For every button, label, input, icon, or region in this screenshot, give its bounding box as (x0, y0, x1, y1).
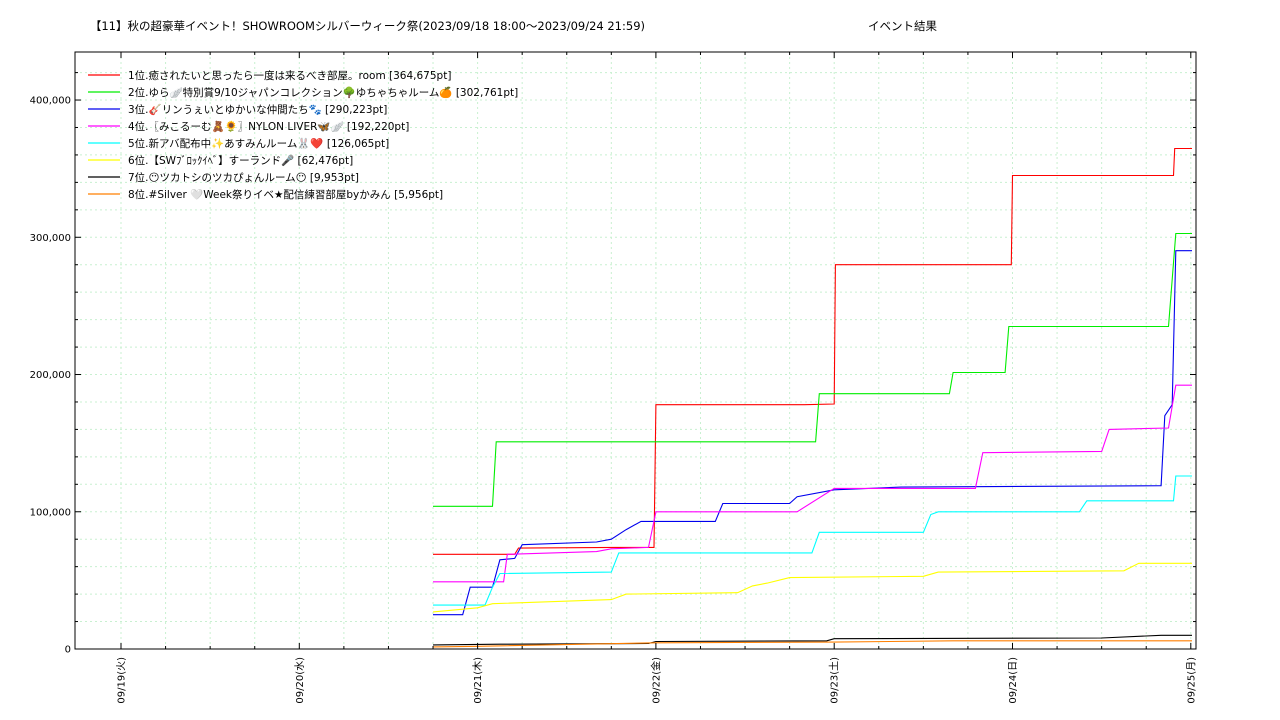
legend-entry-2: 2位.ゆら🪽特別賞9/10ジャパンコレクション🌳ゆちゃちゃルーム🍊 [302,7… (128, 86, 518, 99)
x-tick-label: 09/22(金) (649, 657, 662, 704)
series-line-1 (433, 147, 1192, 555)
legend-entry-5: 5位.新アバ配布中✨あすみんルーム🐰❤️ [126,065pt] (128, 137, 389, 150)
legend: 1位.癒されたいと思ったら一度は来るべき部屋。room [364,675pt] 2… (88, 69, 518, 201)
chart-subtitle: イベント結果 (868, 19, 937, 33)
y-tick-label: 200,000 (30, 370, 71, 381)
axes: 0 100,000 200,000 300,000 400,000 09/19(火) 09/… (30, 52, 1197, 704)
series-line-7 (432, 634, 1192, 646)
series-line-3 (433, 250, 1192, 616)
legend-entry-6: 6位.【SWﾌﾞﾛｯｸｲﾍﾞ】すーランド🎤 [62,476pt] (128, 154, 353, 167)
legend-entry-3: 3位.🎸リンうぇいとゆかいな仲間たち🐾 [290,223pt] (128, 103, 387, 116)
x-tick-label: 09/21(木) (472, 657, 484, 704)
legend-entry-8: 8位.#Silver 🤍Week祭りイベ★配信練習部屋byかみん [5,956p… (128, 188, 443, 201)
series-line-6 (432, 562, 1192, 613)
x-tick-label: 09/19(火) (116, 657, 128, 704)
x-tick-label: 09/25(月) (1185, 657, 1197, 704)
legend-entry-7: 7位.😶ツカトシのツカぴょんルーム😶 [9,953pt] (128, 171, 359, 184)
y-tick-label: 100,000 (30, 507, 71, 518)
legend-entry-1: 1位.癒されたいと思ったら一度は来るべき部屋。room [364,675pt] (128, 69, 451, 82)
x-tick-label: 09/24(日) (1008, 657, 1019, 704)
series-line-4 (433, 384, 1192, 583)
grid (75, 52, 1196, 649)
y-tick-label: 400,000 (30, 96, 71, 107)
series-line-5 (433, 475, 1192, 606)
plot-frame (74, 51, 1197, 650)
x-tick-label: 09/23(土) (828, 657, 841, 704)
y-tick-label: 300,000 (30, 233, 71, 244)
series-line-8 (432, 640, 1192, 648)
chart-title: 【11】秋の超豪華イベント！SHOWROOMシルバーウィーク祭(2023/09/… (90, 19, 645, 33)
series-layer (432, 147, 1192, 648)
y-tick-label: 0 (65, 645, 71, 656)
legend-entry-4: 4位.〖みこるーむ🧸🌻〗NYLON LIVER🦋🪽 [192,220pt] (128, 120, 409, 133)
series-line-2 (433, 232, 1192, 507)
x-tick-label: 09/20(水) (294, 657, 306, 704)
